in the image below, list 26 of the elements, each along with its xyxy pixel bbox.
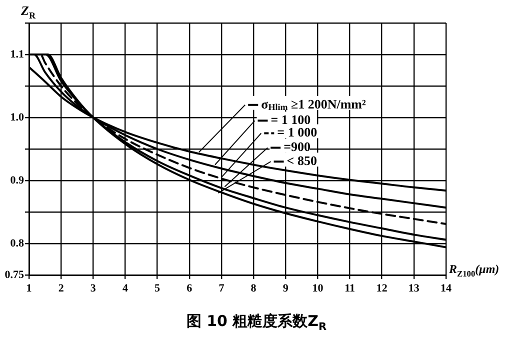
x-tick-label: 7 (218, 282, 225, 294)
legend-label: < 850 (286, 152, 317, 168)
y-tick-label: 0.8 (10, 237, 24, 250)
x-tick-label: 6 (186, 282, 193, 294)
x-tick-label: 10 (312, 282, 324, 294)
x-tick-label: 8 (250, 282, 257, 294)
x-tick-label: 13 (408, 282, 420, 294)
y-tick-label: 1.1 (10, 48, 24, 60)
x-tick-label: 3 (90, 282, 96, 294)
x-tick-label: 11 (344, 282, 355, 294)
x-axis-title: R$_{Z100}$(μm) (449, 262, 500, 278)
legend-label: =900 (284, 139, 310, 154)
y-tick-label: 0.75 (4, 268, 24, 281)
x-tick-label: 12 (376, 282, 388, 294)
x-tick-label: 1 (26, 282, 32, 294)
x-tick-label: 9 (282, 282, 289, 294)
y-axis-title: Z$_{R}$ (21, 3, 36, 21)
y-tick-label: 1.0 (10, 111, 24, 124)
x-tick-label: 2 (58, 282, 64, 294)
legend-label: = 1 100 (270, 112, 311, 128)
x-tick-label: 4 (122, 282, 128, 294)
legend-label: = 1 000 (277, 124, 318, 140)
x-tick-label: 14 (440, 282, 452, 294)
y-tick-label: 0.9 (10, 174, 24, 186)
text: 图 10 粗糙度系数Z$_{R}$ (185, 312, 328, 333)
x-tick-label: 5 (154, 282, 161, 294)
